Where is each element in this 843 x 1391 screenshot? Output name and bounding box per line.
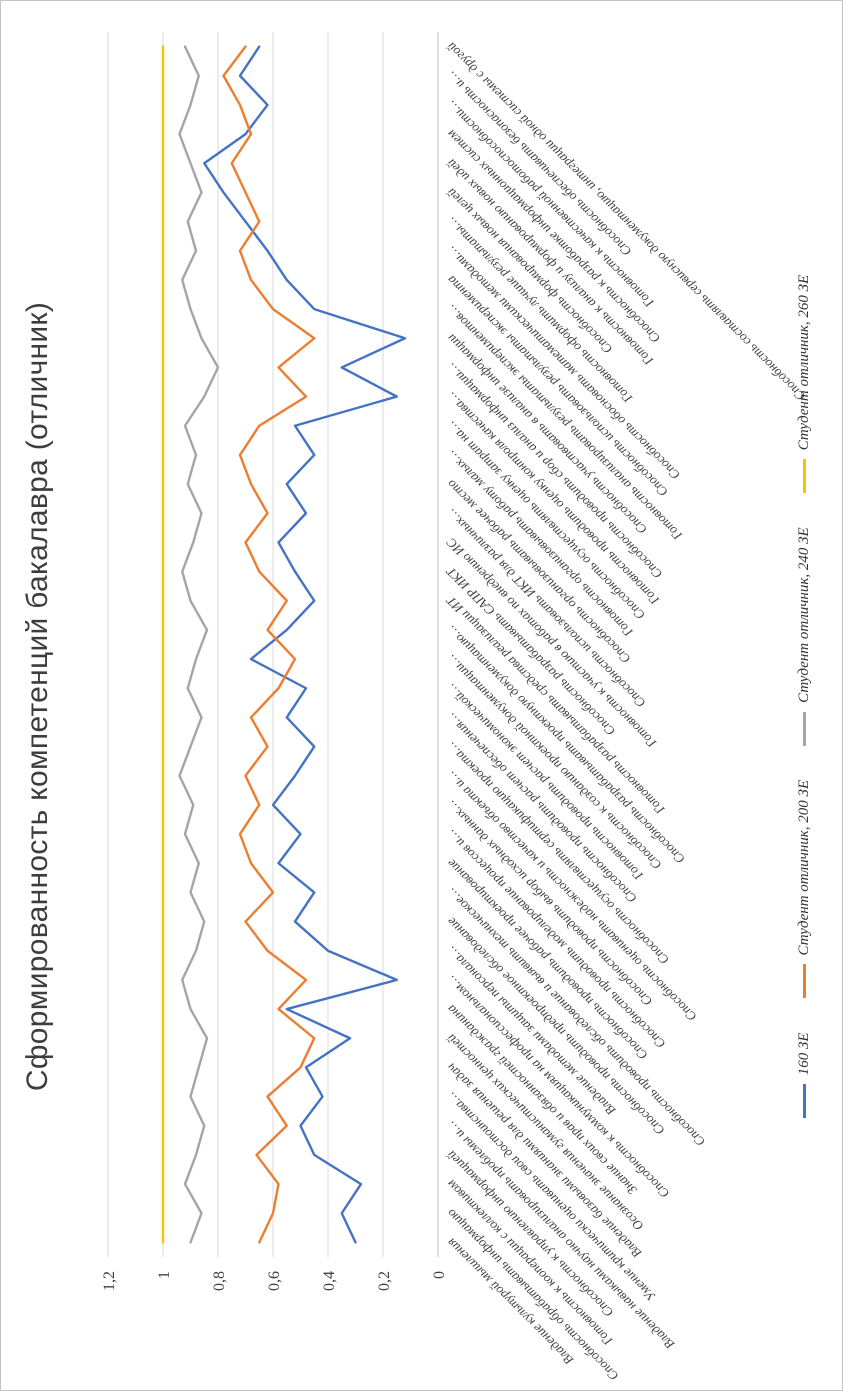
value-tick-label: 0,4: [321, 1271, 338, 1291]
value-tick-label: 0,2: [376, 1271, 393, 1291]
legend-swatch: [803, 711, 806, 746]
series-line-Студент отличник, 240 ЗЕ: [178, 45, 220, 1244]
legend-label: Студент отличник, 240 ЗЕ: [796, 527, 812, 703]
legend-label: 160 ЗЕ: [796, 1032, 812, 1076]
value-tick-label: 1,2: [101, 1271, 118, 1291]
legend-item: Студент отличник, 200 ЗЕ: [796, 780, 813, 999]
value-tick-label: 1: [156, 1271, 173, 1279]
value-tick-label: 0,6: [266, 1271, 283, 1291]
legend-label: Студент отличник, 200 ЗЕ: [796, 779, 812, 956]
value-tick-label: 0,8: [211, 1271, 228, 1291]
legend-item: 160 ЗЕ: [796, 1032, 813, 1119]
legend-label: Студент отличник, 260 ЗЕ: [796, 274, 812, 451]
legend: 160 ЗЕ Студент отличник, 200 ЗЕ Студент от…: [796, 1, 813, 1390]
legend-item: Студент отличник, 260 ЗЕ: [796, 275, 813, 494]
value-tick-label: 0: [431, 1271, 448, 1279]
legend-swatch: [803, 964, 806, 999]
legend-swatch: [803, 459, 806, 494]
legend-item: Студент отличник, 240 ЗЕ: [796, 527, 813, 746]
series-line-160 ЗЕ: [203, 45, 407, 1244]
series-line-Студент отличник, 200 ЗЕ: [222, 45, 316, 1244]
legend-swatch: [803, 1084, 806, 1119]
